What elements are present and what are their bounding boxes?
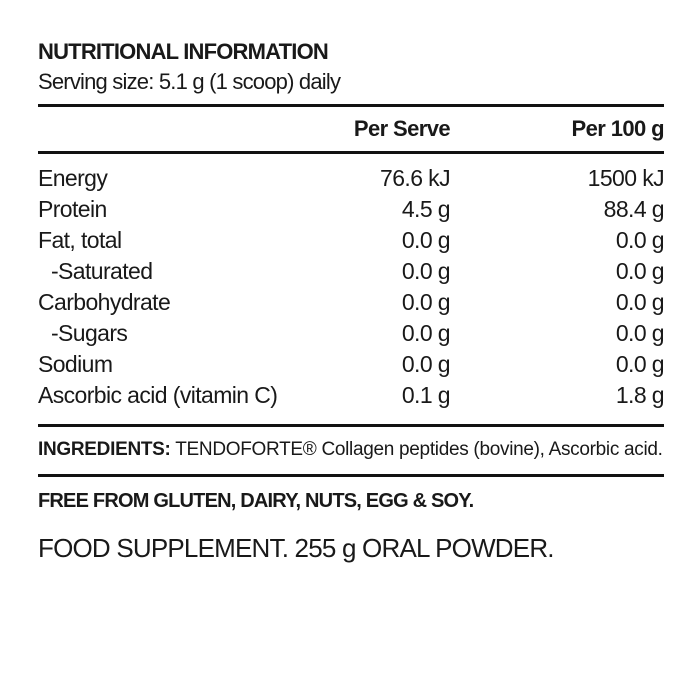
per-100g-value: 88.4 g bbox=[603, 196, 665, 222]
nutrition-table-body: Energy 76.6 kJ 1500 kJ Protein 4.5 g 88.… bbox=[38, 154, 665, 424]
nutrition-label: NUTRITIONAL INFORMATION Serving size: 5.… bbox=[38, 0, 665, 700]
ingredients-section: INGREDIENTS: TENDOFORTE® Collagen peptid… bbox=[38, 427, 664, 474]
per-serve-value: 0.0 g bbox=[401, 320, 451, 346]
row-label: Protein bbox=[38, 196, 107, 222]
row-label: -Sugars bbox=[51, 320, 128, 346]
row-label: Energy bbox=[38, 165, 108, 191]
per-serve-value: 0.1 g bbox=[401, 382, 451, 408]
per-100g-value: 0.0 g bbox=[615, 351, 665, 377]
per-serve-value: 4.5 g bbox=[401, 196, 451, 222]
per-serve-value: 0.0 g bbox=[401, 351, 451, 377]
ingredients-text: TENDOFORTE® Collagen peptides (bovine), … bbox=[175, 439, 663, 460]
per-100g-value: 0.0 g bbox=[615, 258, 665, 284]
divider-top bbox=[38, 104, 664, 107]
table-row-sugars: -Sugars 0.0 g 0.0 g bbox=[38, 318, 665, 349]
table-row-carbohydrate: Carbohydrate 0.0 g 0.0 g bbox=[38, 287, 665, 318]
column-header-per-100g: Per 100 g bbox=[571, 116, 665, 141]
table-row-protein: Protein 4.5 g 88.4 g bbox=[38, 194, 665, 225]
divider-ingredients-bottom bbox=[38, 474, 664, 477]
table-header-row: Per Serve Per 100 g bbox=[38, 107, 665, 151]
per-serve-value: 0.0 g bbox=[401, 258, 451, 284]
per-serve-value: 0.0 g bbox=[401, 289, 451, 315]
per-100g-value: 0.0 g bbox=[615, 227, 665, 253]
per-100g-value: 1500 kJ bbox=[587, 165, 665, 191]
row-label: Fat, total bbox=[38, 227, 122, 253]
table-row-fat-total: Fat, total 0.0 g 0.0 g bbox=[38, 225, 665, 256]
per-100g-value: 1.8 g bbox=[615, 382, 665, 408]
per-100g-value: 0.0 g bbox=[615, 289, 665, 315]
supplement-statement: FOOD SUPPLEMENT. 255 g ORAL POWDER. bbox=[38, 533, 555, 563]
row-label: -Saturated bbox=[51, 258, 153, 284]
per-serve-value: 0.0 g bbox=[401, 227, 451, 253]
divider-table-bottom bbox=[38, 424, 664, 427]
per-100g-value: 0.0 g bbox=[615, 320, 665, 346]
serving-size: Serving size: 5.1 g (1 scoop) daily bbox=[38, 69, 341, 94]
row-label: Ascorbic acid (vitamin C) bbox=[38, 382, 278, 408]
ingredients-heading: INGREDIENTS: bbox=[38, 439, 171, 460]
table-row-sodium: Sodium 0.0 g 0.0 g bbox=[38, 349, 665, 380]
row-label: Sodium bbox=[38, 351, 113, 377]
row-label: Carbohydrate bbox=[38, 289, 171, 315]
allergen-statement: FREE FROM GLUTEN, DAIRY, NUTS, EGG & SOY… bbox=[38, 490, 474, 512]
table-row-saturated: -Saturated 0.0 g 0.0 g bbox=[38, 256, 665, 287]
column-header-per-serve: Per Serve bbox=[353, 116, 451, 141]
divider-header bbox=[38, 151, 664, 154]
table-row-energy: Energy 76.6 kJ 1500 kJ bbox=[38, 163, 665, 194]
table-row-ascorbic-acid: Ascorbic acid (vitamin C) 0.1 g 1.8 g bbox=[38, 380, 665, 411]
per-serve-value: 76.6 kJ bbox=[380, 165, 451, 191]
label-title: NUTRITIONAL INFORMATION bbox=[38, 39, 329, 64]
